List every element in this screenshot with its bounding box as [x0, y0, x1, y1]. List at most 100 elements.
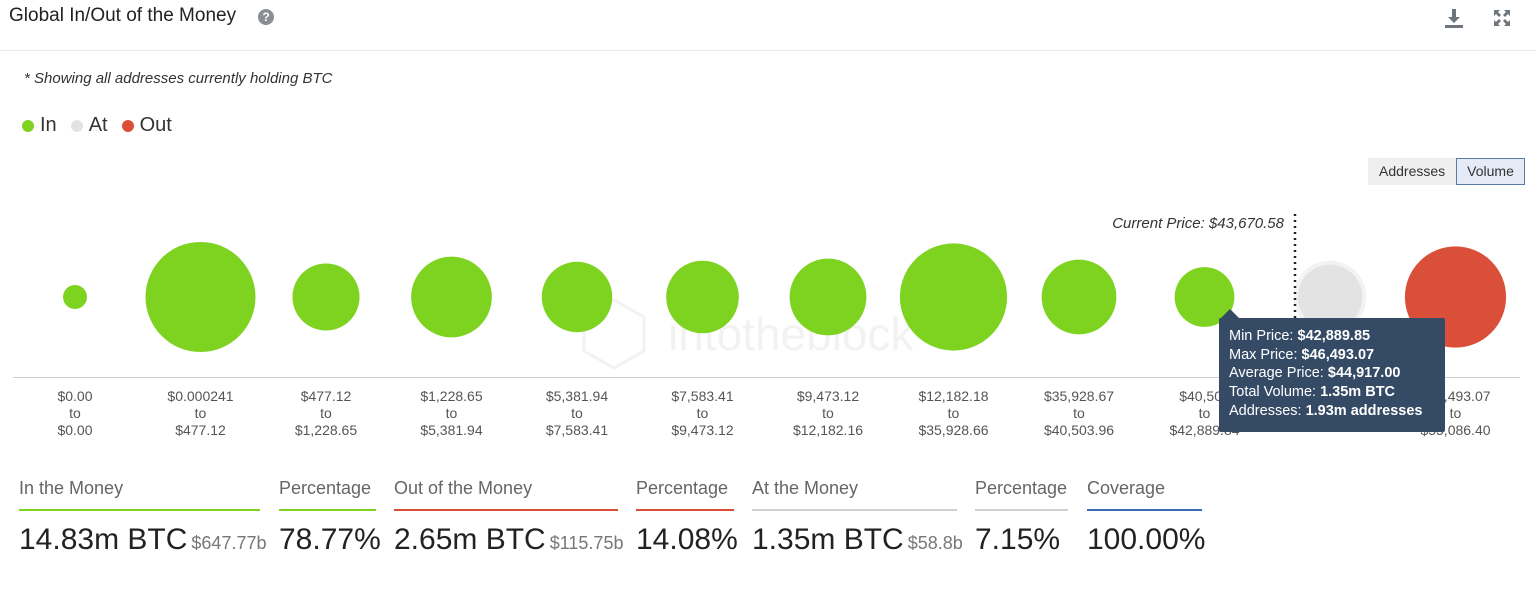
volume-toggle-button[interactable]: Volume — [1456, 158, 1525, 185]
x-tick-label: $35,928.66 — [918, 422, 988, 438]
bubble-in — [292, 263, 360, 331]
x-tick-label: to — [446, 405, 458, 421]
summary-stats: In the Money 14.83m BTC $647.77b Percenta… — [19, 478, 1219, 568]
x-tick-label: $9,473.12 — [671, 422, 733, 438]
stat-label: Out of the Money — [394, 478, 618, 511]
tooltip-vol-row: Total Volume: 1.35m BTC — [1229, 383, 1435, 402]
stat-value: 78.77% — [279, 523, 381, 556]
addresses-toggle-button[interactable]: Addresses — [1368, 158, 1457, 185]
x-tick-label: to — [195, 405, 207, 421]
fullscreen-icon[interactable] — [1490, 6, 1514, 30]
x-tick-label: $7,583.41 — [671, 388, 733, 404]
x-tick-label: $9,473.12 — [797, 388, 859, 404]
stat-label: In the Money — [19, 478, 260, 511]
legend-item-out[interactable]: Out — [121, 114, 172, 137]
x-tick-label: $7,583.41 — [546, 422, 608, 438]
stat-in-percentage: Percentage 78.77% — [279, 478, 381, 557]
x-tick-label: $477.12 — [301, 388, 352, 404]
x-tick-label: $12,182.18 — [918, 388, 988, 404]
stat-value: 1.35m BTC $58.8b — [752, 523, 963, 557]
chart-legend: In At Out — [22, 114, 186, 137]
x-tick-label: $1,228.65 — [420, 388, 482, 404]
x-tick-label: to — [1450, 405, 1462, 421]
stat-out-of-the-money: Out of the Money 2.65m BTC $115.75b — [394, 478, 623, 557]
stat-label: At the Money — [752, 478, 957, 511]
x-tick-label: $0.00 — [57, 422, 92, 438]
legend-label-out: Out — [139, 114, 172, 136]
download-icon[interactable] — [1442, 6, 1466, 30]
stat-label: Percentage — [975, 478, 1068, 511]
stat-label: Percentage — [279, 478, 376, 511]
stat-main-value: 14.83m BTC — [19, 523, 188, 556]
x-tick-label: to — [1073, 405, 1085, 421]
bubble-in — [411, 256, 492, 338]
legend-label-in: In — [40, 114, 57, 136]
stat-value: 14.83m BTC $647.77b — [19, 523, 266, 557]
tooltip-min-label: Min Price: — [1229, 328, 1298, 344]
stat-main-value: 1.35m BTC — [752, 523, 904, 556]
stat-at-percentage: Percentage 7.15% — [975, 478, 1068, 557]
tooltip-addr-value: 1.93m addresses — [1305, 402, 1423, 419]
stat-label: Percentage — [636, 478, 734, 511]
tooltip-min-value: $42,889.85 — [1297, 328, 1371, 344]
stat-label: Coverage — [1087, 478, 1202, 511]
widget-header: Global In/Out of the Money ? — [0, 0, 1536, 51]
legend-label-at: At — [88, 114, 108, 136]
x-tick-label: to — [1199, 405, 1211, 421]
x-tick-label: $1,228.65 — [295, 422, 357, 438]
x-tick-label: $40,503.96 — [1044, 422, 1114, 438]
stat-out-percentage: Percentage 14.08% — [636, 478, 738, 557]
x-tick-label: to — [571, 405, 583, 421]
stat-main-value: 2.65m BTC — [394, 523, 546, 556]
bubble-tooltip: Min Price: $42,889.85 Max Price: $46,493… — [1219, 309, 1445, 432]
tooltip-avg-value: $44,917.00 — [1327, 365, 1401, 382]
x-tick-label: $35,928.67 — [1044, 388, 1114, 404]
x-tick-label: $477.12 — [175, 422, 226, 438]
bubble-at — [1297, 264, 1363, 330]
bubble-in — [541, 261, 613, 333]
tooltip-max-value: $46,493.07 — [1301, 346, 1375, 363]
question-circle-icon[interactable]: ? — [258, 9, 274, 25]
bubble-in — [1041, 259, 1117, 335]
stat-usd-value: $115.75b — [549, 533, 624, 553]
stat-value: 14.08% — [636, 523, 738, 556]
stat-value: 100.00% — [1087, 523, 1206, 556]
bubble-in — [63, 285, 87, 309]
x-tick-label: $0.00 — [57, 388, 92, 404]
tooltip-avg-label: Average Price: — [1229, 365, 1328, 382]
stat-at-the-money: At the Money 1.35m BTC $58.8b — [752, 478, 963, 557]
x-tick-label: to — [697, 405, 709, 421]
x-tick-label: $40,504 — [1179, 388, 1230, 404]
tooltip-max-row: Max Price: $46,493.07 — [1229, 346, 1435, 365]
bubble-in — [666, 260, 739, 334]
x-tick-label: to — [822, 405, 834, 421]
tooltip-addr-row: Addresses: 1.93m addresses — [1229, 402, 1435, 421]
bubble-in — [789, 258, 867, 336]
widget-title: Global In/Out of the Money — [9, 5, 237, 26]
x-tick-label: $5,381.94 — [546, 388, 608, 404]
bubble-in — [899, 243, 1008, 351]
x-tick-label: to — [320, 405, 332, 421]
stat-value: 7.15% — [975, 523, 1061, 556]
tooltip-vol-label: Total Volume: — [1229, 384, 1321, 401]
tooltip-addr-label: Addresses: — [1229, 402, 1306, 419]
legend-item-in[interactable]: In — [22, 114, 57, 137]
legend-item-at[interactable]: At — [70, 114, 108, 137]
stat-usd-value: $58.8b — [907, 533, 963, 553]
legend-dot-in — [22, 119, 34, 132]
legend-dot-out — [121, 119, 134, 132]
current-price-label: Current Price: $43,670.58 — [1112, 215, 1284, 232]
tooltip-avg-row: Average Price: $44,917.00 — [1229, 364, 1435, 383]
bubble-in — [145, 242, 256, 352]
holding-note: * Showing all addresses currently holdin… — [24, 70, 333, 87]
x-tick-label: $12,182.16 — [793, 422, 863, 438]
tooltip-vol-value: 1.35m BTC — [1320, 384, 1396, 401]
stat-coverage: Coverage 100.00% — [1087, 478, 1205, 557]
tooltip-max-label: Max Price: — [1229, 346, 1302, 363]
x-tick-label: to — [948, 405, 960, 421]
x-tick-label: to — [69, 405, 81, 421]
stat-in-the-money: In the Money 14.83m BTC $647.77b — [19, 478, 266, 557]
metric-toggle: Addresses Volume — [1368, 158, 1525, 185]
stat-value: 2.65m BTC $115.75b — [394, 523, 623, 557]
legend-dot-at — [70, 119, 83, 132]
